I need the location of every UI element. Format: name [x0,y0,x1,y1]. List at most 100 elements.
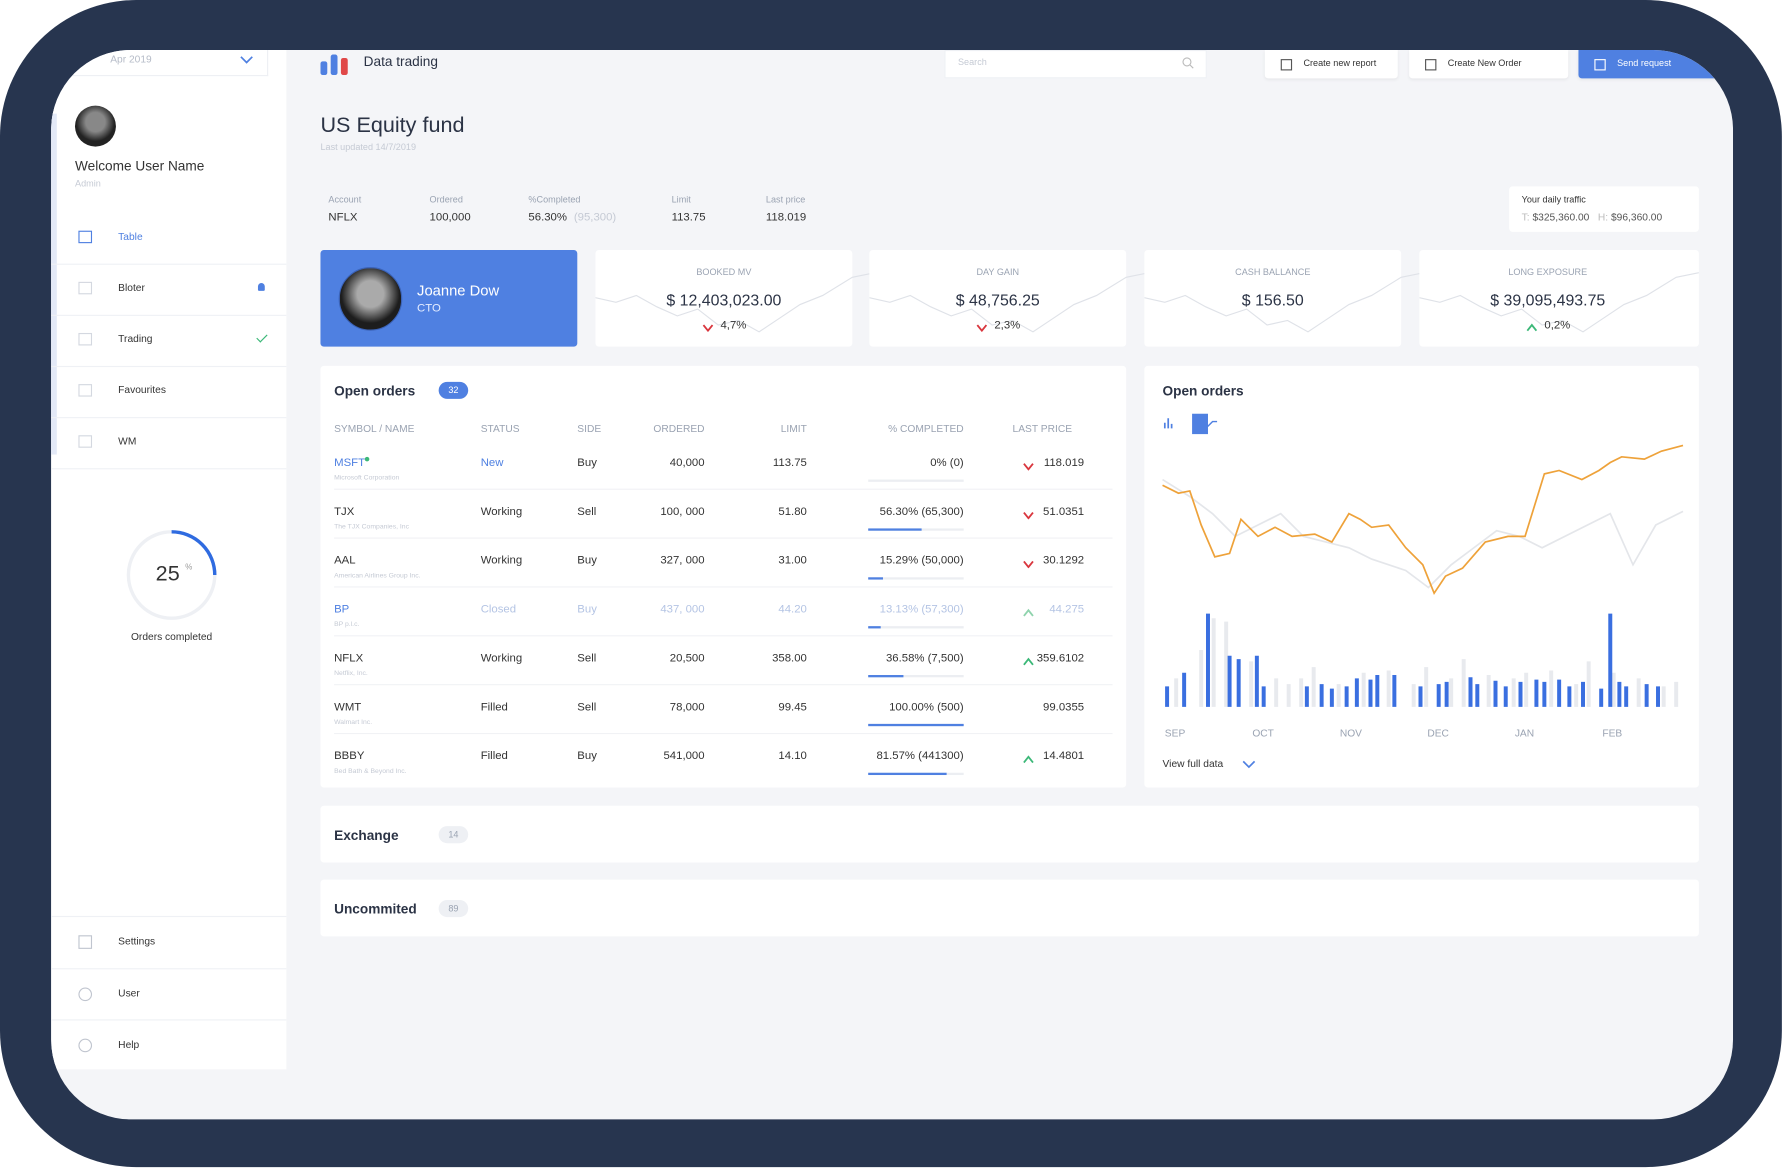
down-arrow [702,324,714,332]
limit: 14.10 [778,750,807,763]
ordered: 327, 000 [660,554,705,568]
orders-panel: Open orders 32 SYMBOL / NAME STATUS SIDE OR… [320,365,1127,788]
progress-bar [868,723,964,727]
header-button[interactable]: Create new report [1264,50,1398,79]
completed: 56.30% (65,300) [879,505,964,519]
kpi-card[interactable]: DAY GAIN $ 48,756.25 2,3% [869,250,1149,347]
chevron [1242,760,1256,769]
section-panel[interactable]: Uncommited 89 [320,879,1699,937]
section-panel[interactable]: Exchange 14 [320,805,1699,863]
nav-separator [51,915,287,918]
header-button[interactable]: Create New Order [1409,50,1569,79]
kpi-card[interactable]: CASH BALLANCE $ 156.50 [1144,250,1424,347]
progress-track [868,626,964,629]
field-value: 56.30% [528,211,567,224]
check-icon [256,331,268,343]
progress-arc [171,530,217,576]
side: Buy [577,750,597,763]
period: Apr 2019 [110,53,152,65]
side: Sell [577,505,597,519]
row-separator [334,586,1113,588]
status: Filled [480,750,508,763]
kpi-change: 2,3% [994,319,1021,332]
active-strip [51,113,57,455]
status-dot [364,456,370,462]
search-box[interactable]: Search [944,50,1207,79]
status: Filled [480,701,508,714]
limit: 358.00 [772,652,807,665]
nav-icon [78,281,93,295]
down-arrow [1023,511,1034,520]
kpi-sparkline [595,272,876,333]
chart-toggle[interactable] [1163,413,1208,437]
kpi-label: CASH BALLANCE [1235,267,1311,278]
header-button[interactable]: Send request [1578,50,1734,79]
chart-area [1162,420,1684,707]
user-avatar [75,105,116,147]
traffic-box: Your daily traffic T: $325,360.00 H: $96… [1509,186,1699,232]
chart-title: Open orders [1162,382,1244,399]
completed: 15.29% (50,000) [879,554,964,568]
side: Buy [577,603,597,616]
row-separator [334,684,1113,686]
kpi-card[interactable]: LONG EXPOSURE $ 39,095,493.75 0,2% [1419,250,1699,347]
nav-icon [78,332,93,346]
field-value: NFLX [328,211,358,224]
nav-separator [51,967,287,969]
nav-item[interactable]: Trading [118,332,153,345]
company: The TJX Companies, Inc [334,523,410,531]
field-value: 118.019 [765,211,807,224]
up-arrow [1526,323,1538,332]
company: Netflix, Inc. [334,670,368,678]
progress-ring [126,530,217,620]
field-label: Limit [671,194,691,205]
progress-bar [868,675,904,678]
nav-icon [78,1038,93,1053]
nav-item[interactable]: User [118,986,140,999]
orange-line [1162,444,1684,596]
nav-separator [51,417,287,419]
profile-role: CTO [417,302,441,315]
search-placeholder: Search [957,56,987,68]
kpi-label: DAY GAIN [976,267,1020,278]
profile-name: Joanne Dow [417,281,500,299]
traffic-h-label: H: [1597,211,1609,223]
field-label: Account [328,194,362,205]
traffic-h-value: $96,360.00 [1610,211,1663,223]
role: Admin [75,178,101,189]
progress-value: 25 [155,562,180,587]
chart-link[interactable]: View full data [1162,757,1224,770]
nav-item[interactable]: Bloter [118,281,145,294]
company: BP p.l.c. [334,621,360,629]
kpi-value: $ 12,403,023.00 [666,290,782,310]
button-label: Send request [1617,57,1672,69]
traffic-title: Your daily traffic [1521,194,1586,205]
field-note: (95,300) [573,211,617,224]
nav-item[interactable]: Table [118,230,143,243]
status: Closed [480,603,517,616]
period-select[interactable] [55,50,269,77]
field-value: 113.75 [671,211,706,224]
column-header: LAST PRICE [1012,422,1073,435]
kpi-change: 4,7% [720,319,747,332]
symbol: BP [334,603,350,616]
nav-item[interactable]: Help [118,1038,140,1051]
kpi-card[interactable]: BOOKED MV $ 12,403,023.00 4,7% [595,250,876,347]
company: American Airlines Group Inc. [334,572,421,580]
month-label: DEC [1427,727,1449,739]
profile-card[interactable]: Joanne Dow CTO [320,250,578,347]
nav-item[interactable]: Settings [118,935,156,947]
down-arrow [1023,463,1034,471]
last-price: 118.019 [1043,456,1085,470]
last-price: 99.0355 [1043,701,1085,714]
kpi-value: $ 48,756.25 [955,290,1040,310]
kpi-sparkline [1144,272,1424,333]
kpi-label: LONG EXPOSURE [1508,267,1588,278]
nav-item[interactable]: Favourites [118,384,166,396]
profile-photo [338,267,403,331]
nav-separator [51,468,287,470]
nav-item[interactable]: WM [118,435,137,447]
row-separator [334,732,1113,735]
button-icon [1425,59,1437,71]
